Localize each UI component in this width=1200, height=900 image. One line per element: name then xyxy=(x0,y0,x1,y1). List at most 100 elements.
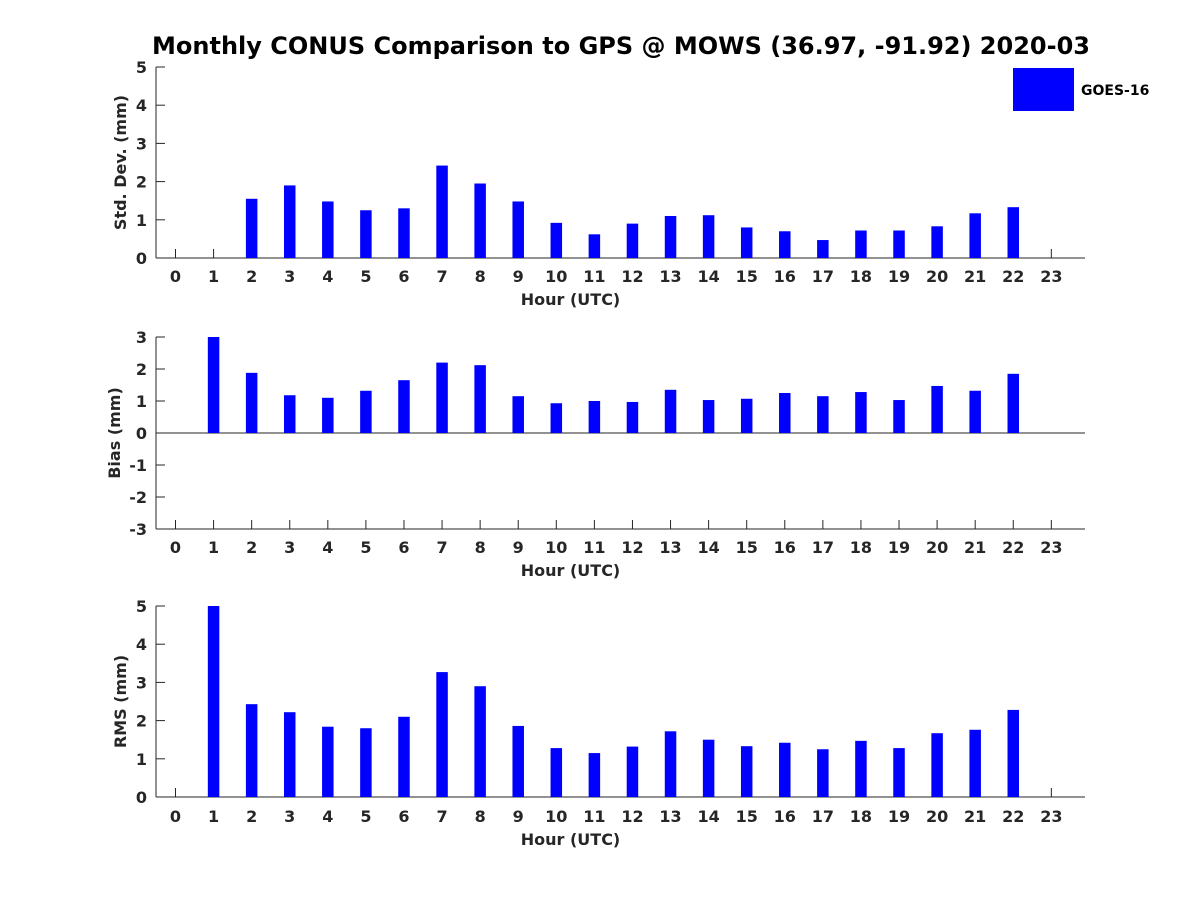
x-tick-label: 6 xyxy=(398,538,409,557)
legend-label: GOES-16 xyxy=(1081,83,1149,99)
y-tick-label: 5 xyxy=(136,597,147,616)
bar-hour-7 xyxy=(436,165,448,258)
bar-hour-21 xyxy=(969,729,981,797)
x-tick-label: 20 xyxy=(926,267,948,286)
bar-hour-6 xyxy=(398,716,410,797)
x-tick-label: 18 xyxy=(850,807,872,826)
bar-hour-5 xyxy=(360,728,372,797)
y-tick-label: 2 xyxy=(136,360,147,379)
x-tick-label: 21 xyxy=(964,267,986,286)
bar-hour-8 xyxy=(474,365,486,433)
bar-hour-1 xyxy=(207,337,220,433)
bar-hour-17 xyxy=(817,749,829,797)
x-tick-label: 11 xyxy=(583,807,605,826)
x-tick-label: 23 xyxy=(1040,267,1062,286)
x-tick-label: 6 xyxy=(398,267,409,286)
x-tick-label: 5 xyxy=(360,267,371,286)
bar-hour-20 xyxy=(931,733,943,797)
x-tick-label: 17 xyxy=(812,538,834,557)
x-tick-label: 7 xyxy=(436,538,447,557)
bar-hour-5 xyxy=(360,210,372,258)
x-tick-label: 10 xyxy=(545,267,567,286)
x-tick-label: 3 xyxy=(284,267,295,286)
y-tick-label: 5 xyxy=(136,58,147,77)
bar-hour-12 xyxy=(626,746,639,797)
x-tick-label: 9 xyxy=(513,538,524,557)
x-tick-label: 0 xyxy=(170,807,181,826)
x-tick-label: 20 xyxy=(926,807,948,826)
bar-hour-19 xyxy=(893,400,905,433)
x-tick-label: 19 xyxy=(888,807,910,826)
bar-hour-1 xyxy=(207,606,220,797)
x-tick-label: 9 xyxy=(513,267,524,286)
x-tick-label: 5 xyxy=(360,807,371,826)
bar-hour-2 xyxy=(245,704,258,797)
x-tick-label: 21 xyxy=(964,807,986,826)
bar-hour-2 xyxy=(245,198,258,258)
bar-hour-19 xyxy=(893,748,905,797)
y-tick-label: 2 xyxy=(136,173,147,192)
y-tick-label: 1 xyxy=(136,750,147,769)
x-tick-label: 19 xyxy=(888,538,910,557)
bar-hour-13 xyxy=(664,731,677,797)
bar-hour-11 xyxy=(588,234,601,258)
y-tick-label: 3 xyxy=(136,134,147,153)
x-axis-label: Hour (UTC) xyxy=(521,830,621,849)
y-axis-label: RMS (mm) xyxy=(111,655,130,748)
bar-hour-21 xyxy=(969,390,981,433)
bar-hour-11 xyxy=(588,753,601,797)
bar-hour-9 xyxy=(512,396,524,433)
x-tick-label: 13 xyxy=(659,267,681,286)
bar-hour-18 xyxy=(855,392,867,433)
bar-hour-22 xyxy=(1007,709,1020,797)
x-tick-label: 7 xyxy=(436,267,447,286)
x-tick-label: 18 xyxy=(850,538,872,557)
y-tick-label: 1 xyxy=(136,211,147,230)
x-tick-label: 3 xyxy=(284,538,295,557)
bar-hour-18 xyxy=(855,740,867,797)
y-tick-label: 3 xyxy=(136,673,147,692)
bar-hour-15 xyxy=(740,746,753,797)
bar-hour-14 xyxy=(702,215,715,258)
bar-hour-4 xyxy=(322,397,334,433)
x-tick-label: 14 xyxy=(697,267,719,286)
bar-hour-11 xyxy=(588,401,601,433)
bar-hour-18 xyxy=(855,230,867,258)
x-tick-label: 9 xyxy=(513,807,524,826)
x-tick-label: 20 xyxy=(926,538,948,557)
x-tick-label: 4 xyxy=(322,807,333,826)
x-tick-label: 4 xyxy=(322,538,333,557)
bar-hour-6 xyxy=(398,208,410,258)
bar-hour-3 xyxy=(283,395,296,433)
bar-hour-6 xyxy=(398,380,410,433)
x-tick-label: 19 xyxy=(888,267,910,286)
x-tick-label: 14 xyxy=(697,807,719,826)
x-axis-label: Hour (UTC) xyxy=(521,290,621,309)
y-tick-label: 0 xyxy=(136,788,147,807)
bar-hour-20 xyxy=(931,226,943,258)
bar-hour-15 xyxy=(740,227,753,258)
bar-hour-5 xyxy=(360,390,372,433)
bar-hour-16 xyxy=(779,742,791,797)
x-tick-label: 8 xyxy=(475,538,486,557)
bar-hour-16 xyxy=(779,231,791,258)
x-tick-label: 22 xyxy=(1002,267,1024,286)
bar-hour-21 xyxy=(969,213,981,258)
x-tick-label: 2 xyxy=(246,538,257,557)
y-tick-label: -1 xyxy=(129,456,147,475)
bar-hour-13 xyxy=(664,215,677,258)
x-tick-label: 3 xyxy=(284,807,295,826)
bar-hour-20 xyxy=(931,385,943,433)
bar-hour-3 xyxy=(283,712,296,797)
bar-hour-13 xyxy=(664,389,677,433)
y-tick-label: 1 xyxy=(136,392,147,411)
bar-hour-8 xyxy=(474,686,486,797)
x-tick-label: 14 xyxy=(697,538,719,557)
bar-hour-16 xyxy=(779,393,791,433)
x-tick-label: 15 xyxy=(736,807,758,826)
x-tick-label: 13 xyxy=(659,807,681,826)
x-tick-label: 23 xyxy=(1040,807,1062,826)
x-axis-label: Hour (UTC) xyxy=(521,561,621,580)
